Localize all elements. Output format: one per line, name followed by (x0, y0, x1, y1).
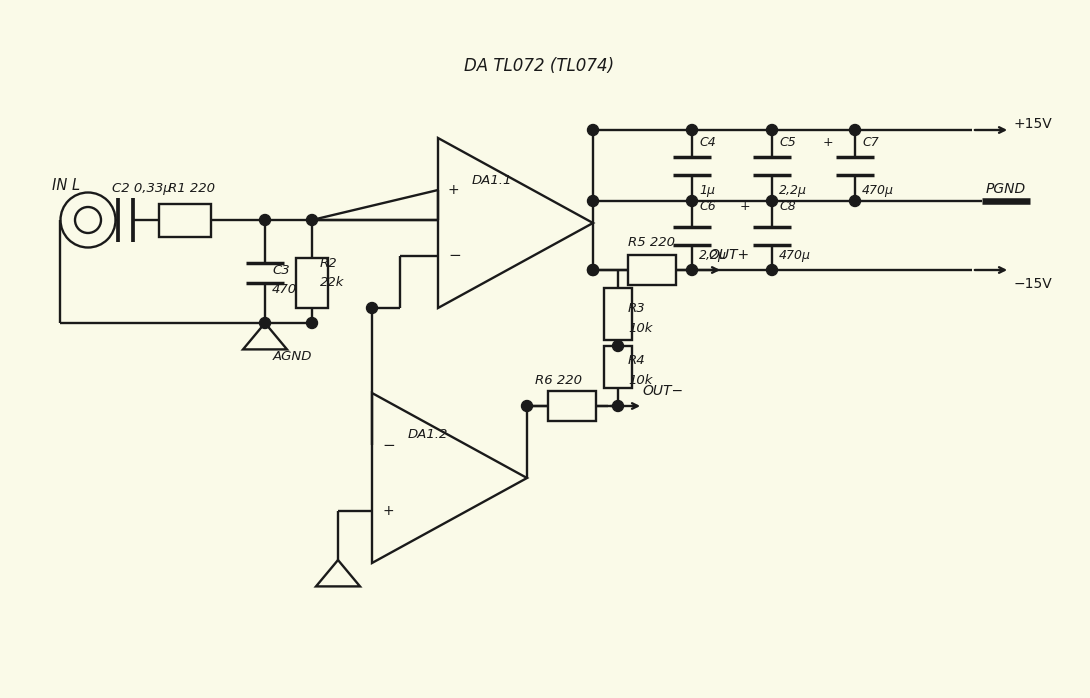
Text: 2,2μ: 2,2μ (699, 249, 727, 262)
Text: DA1.2: DA1.2 (408, 429, 448, 442)
Text: OUT−: OUT− (642, 384, 683, 398)
Bar (159, 204, 211, 237)
Circle shape (687, 195, 698, 207)
Circle shape (849, 124, 860, 135)
Bar (628, 255, 676, 285)
Text: 2,2μ: 2,2μ (779, 184, 807, 197)
Text: R4: R4 (628, 353, 645, 366)
Text: 10k: 10k (628, 322, 653, 334)
Circle shape (366, 302, 377, 313)
Text: +: + (382, 504, 393, 518)
Text: R2: R2 (320, 256, 338, 269)
Text: C6: C6 (699, 200, 716, 212)
Circle shape (588, 124, 598, 135)
Circle shape (588, 265, 598, 276)
Text: R5 220: R5 220 (628, 237, 675, 249)
Text: 10k: 10k (628, 373, 653, 387)
Text: OUT+: OUT+ (708, 248, 749, 262)
Bar (296, 258, 328, 308)
Text: IN L: IN L (52, 179, 81, 193)
Text: −15V: −15V (1014, 277, 1053, 291)
Circle shape (613, 341, 623, 352)
Circle shape (613, 401, 623, 412)
Text: C5: C5 (779, 135, 796, 149)
Bar (604, 288, 632, 340)
Text: DA1.1: DA1.1 (472, 174, 512, 186)
Circle shape (766, 265, 777, 276)
Text: +: + (740, 200, 751, 212)
Text: 1μ: 1μ (699, 184, 715, 197)
Text: 22k: 22k (320, 276, 344, 290)
Circle shape (259, 318, 270, 329)
Text: +15V: +15V (1014, 117, 1053, 131)
Circle shape (521, 401, 533, 412)
Circle shape (588, 265, 598, 276)
Bar (604, 346, 632, 388)
Text: −: − (448, 248, 461, 264)
Circle shape (849, 195, 860, 207)
Text: C7: C7 (862, 135, 879, 149)
Text: 470p: 470p (272, 283, 305, 297)
Circle shape (766, 195, 777, 207)
Text: 470μ: 470μ (779, 249, 811, 262)
Bar (548, 391, 596, 421)
Text: DA TL072 (TL074): DA TL072 (TL074) (464, 57, 615, 75)
Text: +: + (823, 135, 834, 149)
Circle shape (259, 214, 270, 225)
Text: R6 220: R6 220 (535, 375, 582, 387)
Text: AGND: AGND (272, 350, 313, 362)
Text: −: − (382, 438, 395, 452)
Text: C3: C3 (272, 264, 290, 276)
Text: C4: C4 (699, 135, 716, 149)
Circle shape (766, 124, 777, 135)
Text: PGND: PGND (986, 182, 1026, 196)
Text: +: + (448, 183, 460, 197)
Text: C2 0,33μ: C2 0,33μ (112, 181, 171, 195)
Circle shape (687, 124, 698, 135)
Circle shape (306, 214, 317, 225)
Text: C8: C8 (779, 200, 796, 212)
Text: R3: R3 (628, 302, 645, 315)
Text: 470μ: 470μ (862, 184, 894, 197)
Text: R1 220: R1 220 (168, 181, 215, 195)
Circle shape (588, 195, 598, 207)
Circle shape (306, 318, 317, 329)
Circle shape (687, 265, 698, 276)
